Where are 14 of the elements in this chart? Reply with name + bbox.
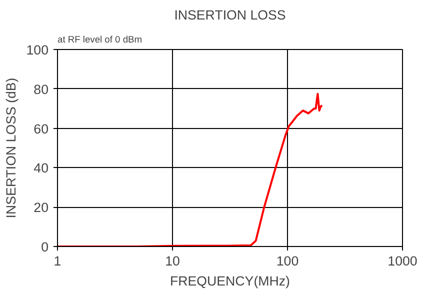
y-tick-label: 20 <box>34 200 49 216</box>
y-tick-label: 100 <box>26 42 49 58</box>
x-tick-label: 1 <box>54 254 62 268</box>
y-tick-label: 60 <box>34 121 49 136</box>
x-axis-title: FREQUENCY(MHz) <box>170 274 290 288</box>
y-tick-label: 40 <box>34 160 49 176</box>
y-tick-label: 80 <box>34 82 49 97</box>
x-tick-label: 1000 <box>388 254 418 268</box>
text: at RF level of 0 dBm <box>58 34 142 44</box>
chart-title: INSERTION LOSS <box>174 8 286 22</box>
x-tick-label: 10 <box>165 254 180 268</box>
y-axis-title: INSERTION LOSS (dB) <box>3 78 18 218</box>
y-tick-label: 0 <box>41 240 49 254</box>
x-tick-label: 100 <box>276 254 299 268</box>
